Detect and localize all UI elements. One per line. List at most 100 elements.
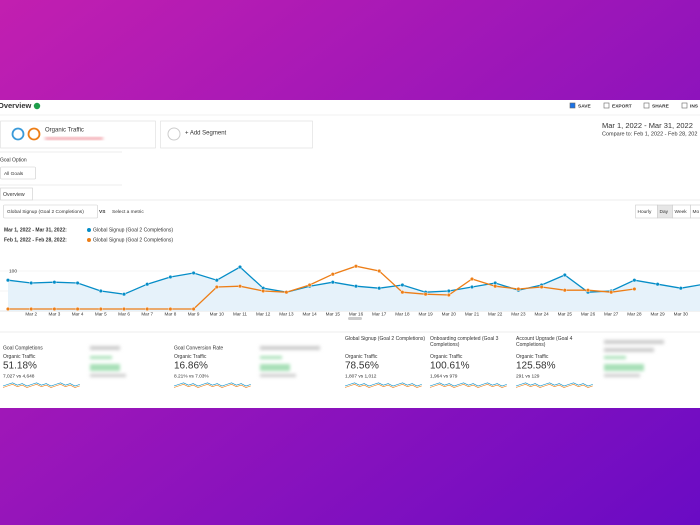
point [5, 278, 10, 283]
granularity-label: Mo [693, 209, 700, 215]
point [354, 284, 359, 289]
point [307, 283, 312, 288]
point [678, 286, 683, 291]
point [470, 285, 475, 290]
point [214, 278, 219, 283]
legend-dot [87, 238, 91, 242]
legend-name: Global Signup (Goal 2 Completions) [93, 227, 173, 233]
segment-box[interactable] [0, 120, 156, 149]
sparkline [2, 382, 80, 387]
x-tick-label: Mar 30 [674, 312, 689, 317]
card-title-box: Account Upgrade (Goal 4 Completions) [516, 336, 573, 348]
point [330, 280, 335, 285]
card-title: Account Upgrade (Goal 4 Completions) [516, 336, 573, 348]
x-tick-label: Mar 13 [279, 312, 294, 317]
point [29, 281, 34, 286]
legend-dot [87, 228, 91, 232]
card-compare: 7,027 vs 4,648 [3, 373, 35, 379]
sparkline [429, 382, 507, 387]
action-button[interactable]: SHARE [652, 103, 670, 109]
card-title-box: Onboarding completed (Goal 3 Completions… [430, 336, 499, 348]
x-tick-label: Mar 14 [302, 312, 317, 317]
x-tick-label: Mar 2 [25, 312, 37, 317]
card-segment: Organic Traffic [3, 354, 36, 360]
point [400, 290, 405, 295]
sparkline [2, 383, 80, 388]
x-tick-label: Mar 23 [511, 312, 526, 317]
x-tick-label: Mar 6 [118, 312, 130, 317]
x-tick-label: Mar 20 [442, 312, 457, 317]
compare-range: Compare to: Feb 1, 2022 - Feb 28, 202 [602, 131, 697, 137]
x-tick-label: Mar 8 [165, 312, 177, 317]
x-tick-label: Mar 9 [188, 312, 200, 317]
sparkline [515, 382, 593, 387]
point [562, 273, 567, 278]
point [121, 307, 126, 312]
blurred-text [45, 137, 103, 140]
point [98, 307, 103, 312]
card-compare: 1,807 vs 1,012 [345, 373, 377, 379]
goal-option-value[interactable]: All Goals [4, 171, 24, 177]
granularity-label: Week [675, 209, 688, 215]
card-title-box: Global Signup (Goal 2 Completions) [345, 336, 425, 342]
x-tick-label: Mar 26 [581, 312, 596, 317]
x-tick-label: Mar 16 [349, 312, 364, 317]
point [191, 271, 196, 276]
sparkline [173, 383, 251, 388]
point [237, 284, 242, 289]
point [539, 285, 544, 290]
card-title: Goal Completions [3, 345, 43, 351]
date-range: Mar 1, 2022 - Mar 31, 2022 [602, 121, 693, 130]
point [377, 269, 382, 274]
metric-dropdown[interactable] [3, 204, 98, 219]
point [168, 307, 173, 312]
action-button[interactable]: EXPORT [612, 103, 632, 109]
line [8, 265, 635, 310]
card-compare: 8.21% vs 7.03% [174, 373, 209, 379]
granularity-label: Day [660, 209, 669, 215]
blurred-card [90, 340, 664, 377]
x-tick-label: Mar 4 [72, 312, 84, 317]
tab[interactable] [0, 187, 33, 201]
point [214, 285, 219, 290]
action-button[interactable]: INS [690, 103, 699, 109]
add-segment[interactable]: + Add Segment [185, 131, 227, 137]
point [632, 278, 637, 283]
point [237, 265, 242, 270]
granularity-button[interactable] [690, 204, 700, 219]
panel [0, 100, 700, 408]
legend-name: Global Signup (Goal 2 Completions) [93, 237, 173, 243]
sparkline [344, 383, 422, 388]
x-tick-label: Mar 24 [534, 312, 549, 317]
select-metric[interactable]: Select a metric [112, 209, 144, 215]
card-title: Goal Conversion Rate [174, 345, 223, 351]
point [168, 275, 173, 280]
x-tick-label: Mar 11 [233, 312, 247, 317]
card-compare: 291 vs 129 [516, 373, 540, 379]
action-button[interactable]: SAVE [578, 103, 592, 109]
x-tick-label: Mar 18 [395, 312, 410, 317]
point [52, 280, 57, 285]
tab-label[interactable]: Overview [3, 192, 25, 198]
card-title: Onboarding completed (Goal 3 Completions… [430, 336, 499, 348]
point [609, 290, 614, 295]
point [423, 292, 428, 297]
scroll-handle[interactable] [348, 317, 362, 320]
point [446, 293, 451, 298]
goal-dropdown[interactable] [0, 166, 36, 180]
point [586, 288, 591, 293]
add-segment-box[interactable] [160, 120, 313, 149]
x-tick-label: Mar 19 [418, 312, 433, 317]
segment-name: Organic Traffic [45, 128, 84, 134]
point [145, 307, 150, 312]
card-compare: 1,964 vs 979 [430, 373, 458, 379]
point [191, 307, 196, 312]
metric-selected[interactable]: Global Signup (Goal 2 Completions) [7, 209, 84, 215]
point [5, 307, 10, 312]
point [632, 287, 637, 292]
point [516, 287, 521, 292]
x-tick-label: Mar 3 [49, 312, 61, 317]
x-tick-label: Mar 22 [488, 312, 503, 317]
segment-ring [27, 127, 41, 141]
